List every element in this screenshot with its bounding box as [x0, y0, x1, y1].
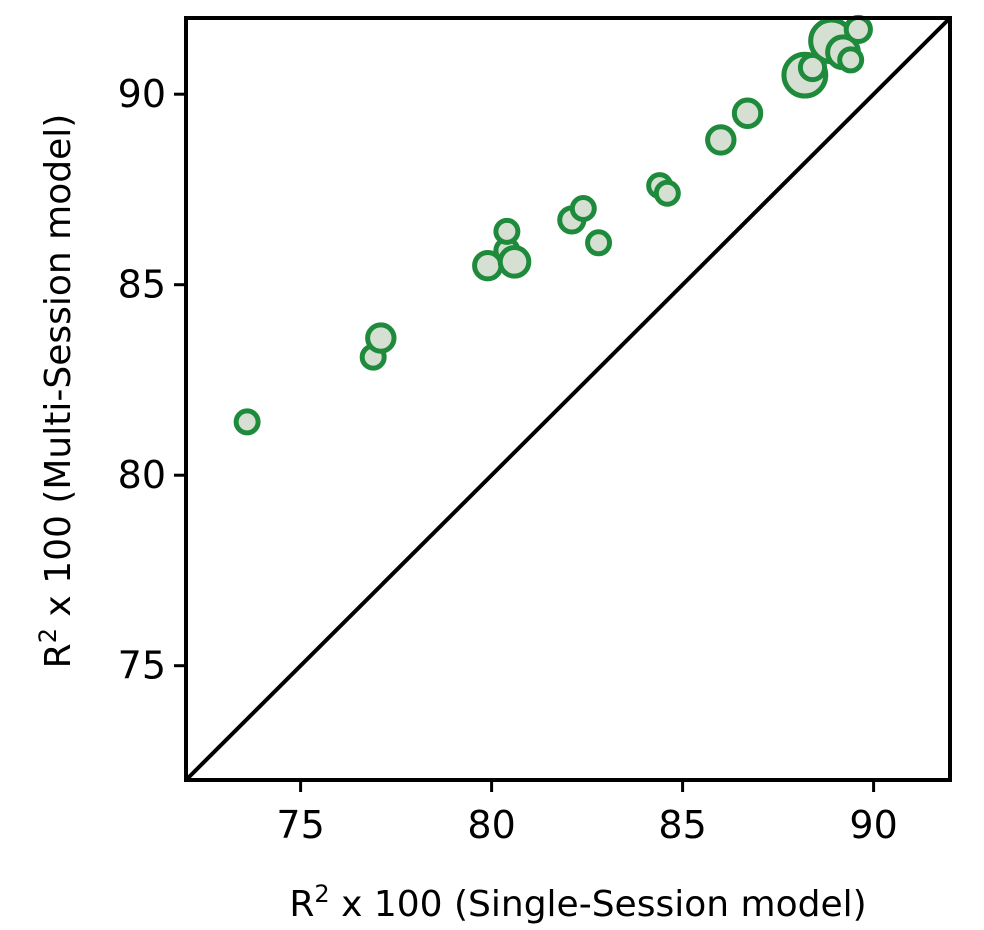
- y-tick-label: 80: [118, 453, 166, 497]
- labels-layer: R2 x 100 (Single-Session model)R2 x 100 …: [34, 114, 867, 925]
- data-point: [233, 408, 261, 436]
- data-point: [837, 46, 865, 74]
- x-tick-label: 75: [276, 803, 324, 847]
- points-layer: [233, 14, 873, 436]
- x-axis-label-sup: 2: [314, 880, 329, 908]
- x-tick-label: 85: [658, 803, 706, 847]
- y-tick-label: 85: [118, 263, 166, 307]
- y-axis-label-rest: x 100 (Multi-Session model): [38, 114, 79, 628]
- plot-frame: [184, 16, 952, 782]
- y-axis-label-base: R: [38, 643, 79, 668]
- data-point: [731, 97, 764, 129]
- data-point: [705, 124, 737, 156]
- data-point: [569, 195, 597, 222]
- y-axis-label-sup: 2: [34, 628, 62, 643]
- y-tick-label: 75: [118, 644, 166, 688]
- x-axis-label-rest: x 100 (Single-Session model): [330, 884, 867, 925]
- data-point: [843, 14, 873, 45]
- data-point: [497, 245, 532, 279]
- x-axis-label: R2 x 100 (Single-Session model): [289, 880, 866, 925]
- data-point: [365, 322, 397, 354]
- identity-reference-line: [184, 16, 952, 782]
- data-point: [585, 229, 613, 257]
- x-tick-label: 80: [467, 803, 515, 847]
- ticks-layer: 75 80 85 90 75 80 85 90: [118, 72, 898, 847]
- data-point: [493, 217, 521, 245]
- x-tick-label: 90: [849, 803, 897, 847]
- y-axis-label: R2 x 100 (Multi-Session model): [34, 114, 79, 669]
- y-tick-label: 90: [118, 72, 166, 116]
- data-point: [653, 179, 681, 207]
- plot-area: [184, 14, 952, 782]
- data-point: [797, 52, 828, 83]
- x-axis-label-base: R: [289, 884, 314, 925]
